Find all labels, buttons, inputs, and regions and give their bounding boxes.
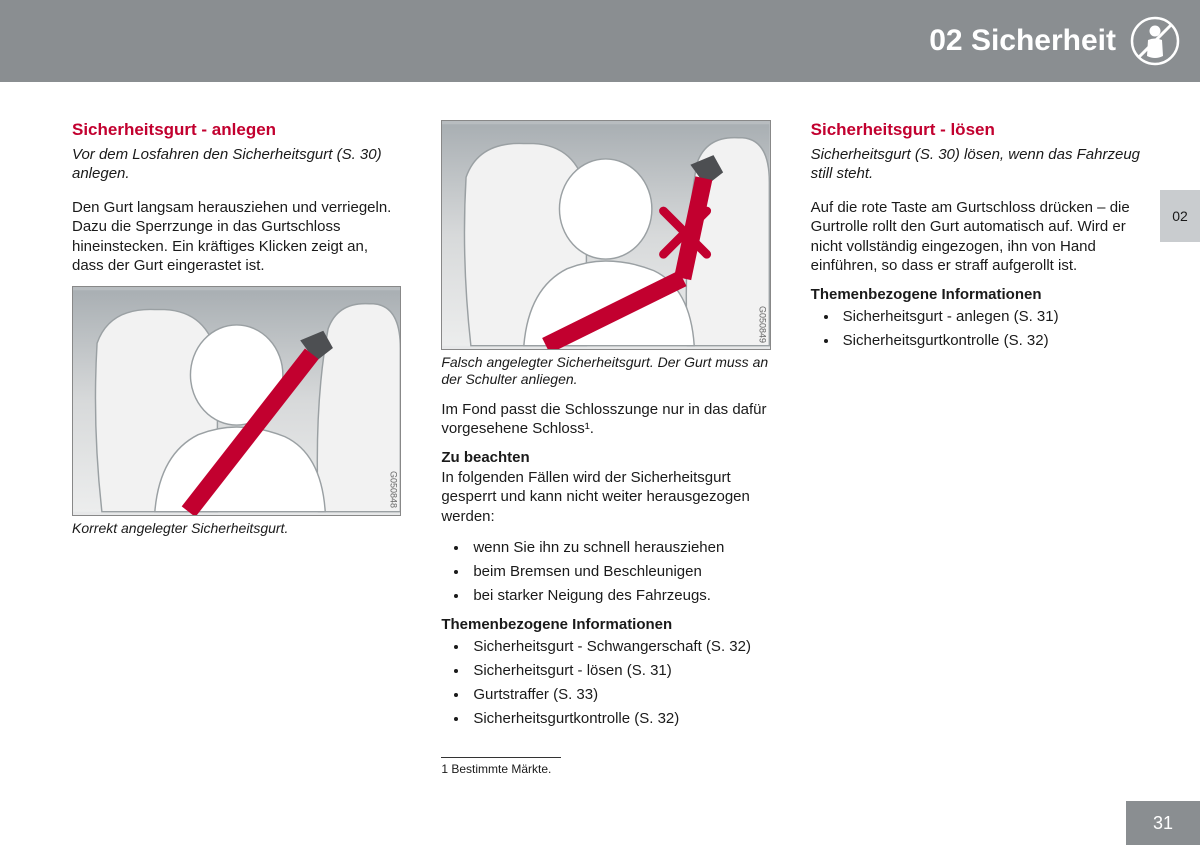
bullet-list-related-info: Sicherheitsgurt - anlegen (S. 31) Sicher… — [811, 305, 1140, 353]
illustration-correct-seatbelt: G050848 — [72, 286, 401, 516]
subheading-zu-beachten: Zu beachten — [441, 449, 770, 466]
caption-incorrect: Falsch angelegter Sicherheitsgurt. Der G… — [441, 354, 770, 388]
image-id-label: G050848 — [388, 471, 398, 508]
page-header: 02 Sicherheit — [0, 0, 1200, 82]
caption-correct: Korrekt angelegter Sicherheitsgurt. — [72, 520, 401, 537]
list-item: Sicherheitsgurt - anlegen (S. 31) — [839, 305, 1140, 329]
seatbelt-warning-icon — [1130, 16, 1180, 66]
list-item: Sicherheitsgurtkontrolle (S. 32) — [839, 329, 1140, 353]
footnote-text: 1 Bestimmte Märkte. — [441, 762, 770, 776]
subheading-related-info: Themenbezogene Informationen — [441, 616, 770, 633]
list-item: Gurtstraffer (S. 33) — [469, 683, 770, 707]
column-3: Sicherheitsgurt - lösen Sicherheitsgurt … — [811, 120, 1140, 776]
intro-text: Sicherheitsgurt (S. 30) lösen, wenn das … — [811, 146, 1140, 184]
list-item: bei starker Neigung des Fahrzeugs. — [469, 584, 770, 608]
body-text: Auf die rote Taste am Gurtschloss drücke… — [811, 198, 1140, 276]
page-number: 31 — [1153, 813, 1173, 834]
page-number-box: 31 — [1126, 801, 1200, 845]
section-title-anlegen: Sicherheitsgurt - anlegen — [72, 120, 401, 140]
list-item: beim Bremsen und Beschleunigen — [469, 560, 770, 584]
section-title-loesen: Sicherheitsgurt - lösen — [811, 120, 1140, 140]
list-item: Sicherheitsgurt - lösen (S. 31) — [469, 659, 770, 683]
body-text: Den Gurt langsam herausziehen und verrie… — [72, 198, 401, 276]
intro-text: Vor dem Losfahren den Sicherheitsgurt (S… — [72, 146, 401, 184]
footnote-rule — [441, 757, 561, 758]
chapter-title: 02 Sicherheit — [929, 24, 1116, 58]
column-1: Sicherheitsgurt - anlegen Vor dem Losfah… — [72, 120, 401, 776]
chapter-tab: 02 — [1160, 190, 1200, 242]
column-2: G050849 Falsch angelegter Sicherheitsgur… — [441, 120, 770, 776]
bullet-list-locking-cases: wenn Sie ihn zu schnell herausziehen bei… — [441, 536, 770, 608]
list-item: Sicherheitsgurt - Schwangerschaft (S. 32… — [469, 635, 770, 659]
body-text: Im Fond passt die Schlosszunge nur in da… — [441, 400, 770, 439]
image-id-label: G050849 — [758, 306, 768, 343]
illustration-incorrect-seatbelt: G050849 — [441, 120, 770, 350]
list-item: wenn Sie ihn zu schnell herausziehen — [469, 536, 770, 560]
bullet-list-related-info: Sicherheitsgurt - Schwangerschaft (S. 32… — [441, 635, 770, 731]
content-area: Sicherheitsgurt - anlegen Vor dem Losfah… — [72, 120, 1140, 776]
list-item: Sicherheitsgurtkontrolle (S. 32) — [469, 707, 770, 731]
subheading-related-info: Themenbezogene Informationen — [811, 286, 1140, 303]
chapter-tab-label: 02 — [1172, 208, 1188, 224]
body-text: In folgenden Fällen wird der Sicherheits… — [441, 468, 770, 527]
